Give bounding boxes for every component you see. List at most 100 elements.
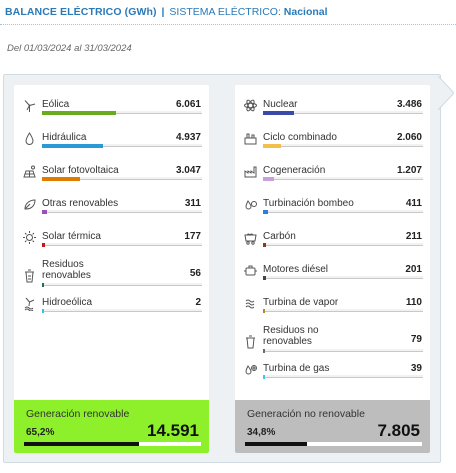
nonrenewable-panel: Nuclear 3.486 Ciclo combinado 2.060 Cogenera… <box>235 85 430 453</box>
source-share-bar-fill <box>263 276 266 280</box>
source-share-bar <box>263 276 423 280</box>
source-value: 6.061 <box>175 99 201 110</box>
source-label: Cogeneración <box>263 165 326 176</box>
water-drop-icon <box>22 131 37 146</box>
renewable-summary-title: Generación renovable <box>26 408 130 420</box>
page-title: BALANCE ELÉCTRICO (GWh) <box>5 6 157 18</box>
source-share-bar-track <box>42 177 202 180</box>
source-share-bar <box>263 210 423 214</box>
nonrenewable-summary-bar <box>245 442 422 446</box>
source-value: 1.207 <box>396 165 422 176</box>
source-share-bar-track <box>263 210 423 213</box>
source-value: 56 <box>189 268 201 279</box>
trash-can-icon <box>243 334 258 349</box>
source-share-bar-track <box>42 283 202 286</box>
header-divider <box>0 24 456 25</box>
source-label: Solar térmica <box>42 231 101 242</box>
recycle-bin-icon <box>22 268 37 283</box>
source-share-bar <box>263 177 423 181</box>
source-share-bar-track <box>263 111 423 114</box>
source-share-bar-track <box>263 144 423 147</box>
source-share-bar-fill <box>263 144 281 148</box>
renewable-summary-total: 14.591 <box>147 421 199 440</box>
source-share-bar <box>42 210 202 214</box>
source-share-bar-fill <box>263 375 265 379</box>
steam-turbine-icon <box>243 296 258 311</box>
source-value: 79 <box>410 334 422 345</box>
source-value: 211 <box>405 231 422 242</box>
sun-icon <box>22 230 37 245</box>
coal-wagon-icon <box>243 230 258 245</box>
source-value: 201 <box>405 264 422 275</box>
page-header: BALANCE ELÉCTRICO (GWh) | SISTEMA ELÉCTR… <box>5 6 328 18</box>
source-label: Otras renovables <box>42 198 119 209</box>
source-share-bar <box>263 111 423 115</box>
source-share-bar <box>42 309 202 313</box>
source-value: 39 <box>410 363 422 374</box>
source-share-bar-fill <box>42 111 116 115</box>
chevron-right-icon[interactable] <box>438 76 454 110</box>
source-value: 4.937 <box>175 132 201 143</box>
renewable-summary-bar-fill <box>24 442 139 446</box>
solar-panel-icon <box>22 164 37 179</box>
region-selector[interactable]: Nacional <box>283 6 328 18</box>
atom-icon <box>243 98 258 113</box>
source-share-bar-fill <box>263 309 265 313</box>
nonrenewable-summary-total: 7.805 <box>377 421 420 440</box>
source-share-bar-track <box>42 210 202 213</box>
wind-turbine-icon <box>22 98 37 113</box>
source-label: Eólica <box>42 99 70 110</box>
source-share-bar-fill <box>263 349 265 353</box>
source-share-bar <box>263 349 423 353</box>
source-share-bar <box>263 309 423 313</box>
source-label: Nuclear <box>263 99 298 110</box>
source-label: Residuos renovables <box>42 259 91 281</box>
source-share-bar-fill <box>42 243 45 247</box>
source-label: Hidroeólica <box>42 297 93 308</box>
renewable-summary: Generación renovable 65,2% 14.591 <box>14 400 209 453</box>
source-share-bar-fill <box>42 283 44 287</box>
source-share-bar-fill <box>42 210 47 214</box>
nonrenewable-summary-percent: 34,8% <box>247 427 276 438</box>
source-label: Hidráulica <box>42 132 87 143</box>
source-label: Ciclo combinado <box>263 132 337 143</box>
source-value: 3.047 <box>175 165 201 176</box>
header-separator: | <box>161 6 165 18</box>
source-label: Solar fotovoltaica <box>42 165 119 176</box>
source-share-bar <box>263 375 423 379</box>
pump-drop-icon <box>243 197 258 212</box>
engine-icon <box>243 263 258 278</box>
source-share-bar <box>42 144 202 148</box>
source-share-bar <box>42 243 202 247</box>
source-share-bar-track <box>42 309 202 312</box>
source-share-bar-fill <box>263 111 294 115</box>
source-share-bar-track <box>263 309 423 312</box>
nonrenewable-summary-title: Generación no renovable <box>247 408 365 420</box>
source-value: 311 <box>184 198 201 209</box>
source-share-bar-fill <box>42 309 44 313</box>
source-value: 110 <box>405 297 422 308</box>
source-share-bar-track <box>263 375 423 378</box>
source-share-bar-fill <box>263 210 268 214</box>
source-value: 411 <box>405 198 422 209</box>
source-share-bar-track <box>263 276 423 279</box>
nonrenewable-summary: Generación no renovable 34,8% 7.805 <box>235 400 430 453</box>
factory-icon <box>243 164 258 179</box>
source-share-bar <box>263 243 423 247</box>
nonrenewable-summary-bar-fill <box>245 442 307 446</box>
source-share-bar-fill <box>263 243 266 247</box>
source-share-bar-track <box>263 349 423 352</box>
date-range: Del 01/03/2024 al 31/03/2024 <box>7 43 132 54</box>
hydro-wind-icon <box>22 296 37 312</box>
source-share-bar <box>42 111 202 115</box>
source-label: Turbina de gas <box>263 363 330 374</box>
source-value: 2 <box>195 297 201 308</box>
renewable-panel: Eólica 6.061 Hidráulica 4.937 Solar fotovolt… <box>14 85 209 453</box>
source-share-bar <box>42 283 202 287</box>
combined-cycle-icon <box>243 131 258 146</box>
gas-turbine-icon <box>243 362 258 377</box>
renewable-summary-bar <box>24 442 201 446</box>
source-share-bar-track <box>263 243 423 246</box>
source-share-bar-track <box>42 144 202 147</box>
source-share-bar <box>42 177 202 181</box>
